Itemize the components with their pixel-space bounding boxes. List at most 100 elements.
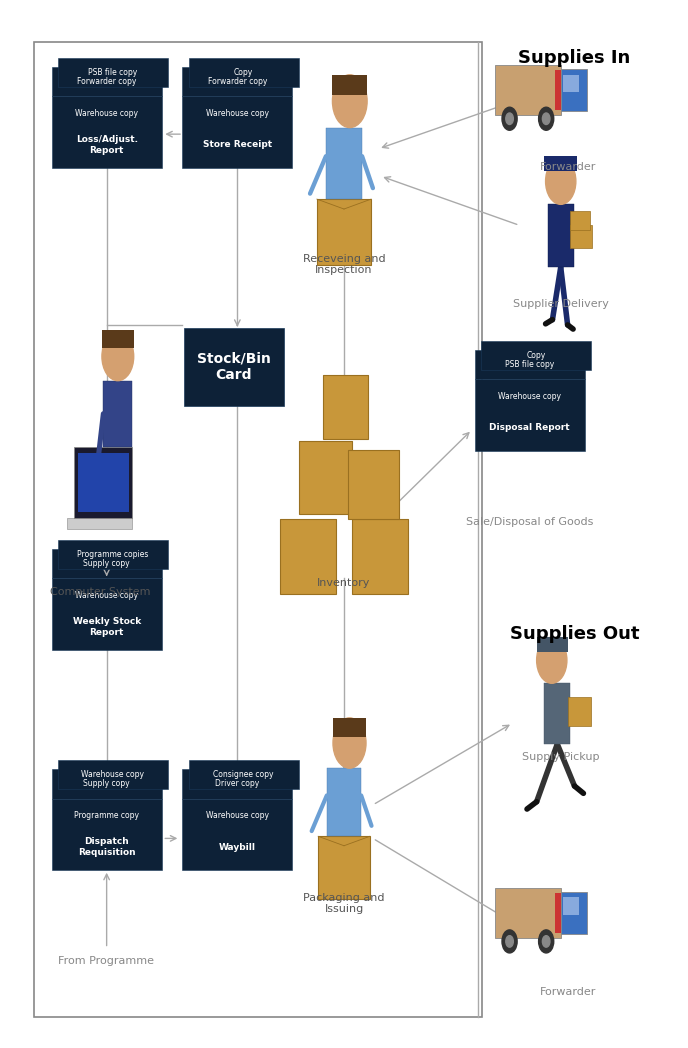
Text: Store Receipt: Store Receipt: [203, 140, 272, 150]
Circle shape: [333, 718, 366, 768]
FancyBboxPatch shape: [548, 204, 574, 267]
Text: Warehouse copy: Warehouse copy: [498, 392, 561, 401]
FancyBboxPatch shape: [332, 74, 367, 94]
Text: Programme copies: Programme copies: [77, 550, 149, 559]
FancyBboxPatch shape: [52, 578, 162, 650]
Text: Consignee copy: Consignee copy: [213, 770, 274, 779]
FancyBboxPatch shape: [102, 330, 133, 348]
FancyBboxPatch shape: [475, 350, 585, 379]
Text: Copy: Copy: [526, 351, 546, 359]
FancyBboxPatch shape: [299, 441, 352, 514]
FancyBboxPatch shape: [182, 67, 292, 96]
Text: Supply copy: Supply copy: [83, 560, 130, 568]
FancyBboxPatch shape: [52, 67, 162, 96]
FancyBboxPatch shape: [182, 96, 292, 168]
Text: Supply copy: Supply copy: [83, 780, 130, 788]
Text: Receveing and
Inspection: Receveing and Inspection: [303, 254, 385, 276]
FancyBboxPatch shape: [544, 156, 577, 171]
FancyBboxPatch shape: [481, 341, 591, 370]
Text: Copy: Copy: [234, 68, 253, 77]
FancyBboxPatch shape: [333, 718, 366, 737]
FancyBboxPatch shape: [323, 375, 368, 438]
FancyBboxPatch shape: [347, 451, 399, 520]
FancyBboxPatch shape: [52, 799, 162, 870]
Text: Packaging and
Issuing: Packaging and Issuing: [303, 893, 385, 915]
Text: Supplies Out: Supplies Out: [510, 625, 639, 643]
FancyBboxPatch shape: [78, 454, 129, 511]
Circle shape: [546, 158, 576, 204]
Circle shape: [542, 936, 550, 947]
Circle shape: [537, 637, 567, 683]
FancyBboxPatch shape: [279, 520, 336, 594]
Text: Weekly Stock
Report: Weekly Stock Report: [72, 617, 141, 636]
Text: Supplies In: Supplies In: [518, 48, 631, 67]
FancyBboxPatch shape: [563, 897, 579, 915]
FancyBboxPatch shape: [58, 760, 168, 789]
Text: Waybill: Waybill: [219, 843, 256, 852]
Text: Warehouse copy: Warehouse copy: [81, 770, 144, 779]
FancyBboxPatch shape: [327, 768, 361, 836]
FancyBboxPatch shape: [561, 69, 587, 111]
Text: Supplier Delivery: Supplier Delivery: [513, 299, 609, 309]
Circle shape: [539, 930, 554, 953]
Text: Forwarder: Forwarder: [539, 987, 596, 998]
FancyBboxPatch shape: [563, 74, 579, 92]
Circle shape: [539, 107, 554, 130]
FancyBboxPatch shape: [318, 836, 370, 899]
FancyBboxPatch shape: [58, 540, 168, 569]
Text: From Programme: From Programme: [58, 956, 155, 966]
Text: Inventory: Inventory: [317, 578, 371, 589]
Circle shape: [102, 332, 133, 380]
Text: Dispatch
Requisition: Dispatch Requisition: [78, 837, 136, 856]
FancyBboxPatch shape: [182, 769, 292, 799]
FancyBboxPatch shape: [182, 799, 292, 870]
Circle shape: [502, 107, 517, 130]
FancyBboxPatch shape: [326, 128, 362, 199]
FancyBboxPatch shape: [352, 520, 409, 594]
FancyBboxPatch shape: [555, 893, 561, 933]
Text: Disposal Report: Disposal Report: [489, 423, 570, 433]
Text: Warehouse copy: Warehouse copy: [206, 811, 269, 821]
FancyBboxPatch shape: [561, 892, 587, 934]
FancyBboxPatch shape: [570, 225, 592, 248]
Text: Stock/Bin
Card: Stock/Bin Card: [197, 352, 271, 381]
FancyBboxPatch shape: [317, 199, 371, 265]
Text: Warehouse copy: Warehouse copy: [206, 109, 269, 118]
Circle shape: [506, 936, 513, 947]
Text: Supply Pickup: Supply Pickup: [522, 752, 599, 763]
Circle shape: [542, 113, 550, 125]
FancyBboxPatch shape: [58, 58, 168, 87]
FancyBboxPatch shape: [495, 65, 561, 115]
Text: PSB file copy: PSB file copy: [88, 68, 138, 77]
FancyBboxPatch shape: [34, 42, 482, 1017]
Text: Forwarder copy: Forwarder copy: [208, 78, 267, 86]
Circle shape: [502, 930, 517, 953]
Circle shape: [332, 74, 367, 128]
FancyBboxPatch shape: [184, 327, 284, 406]
FancyBboxPatch shape: [52, 549, 162, 578]
Text: Sale/Disposal of Goods: Sale/Disposal of Goods: [466, 517, 594, 527]
FancyBboxPatch shape: [189, 760, 299, 789]
FancyBboxPatch shape: [74, 446, 132, 519]
Text: Warehouse copy: Warehouse copy: [75, 109, 138, 118]
FancyBboxPatch shape: [495, 888, 561, 938]
Text: Warehouse copy: Warehouse copy: [75, 591, 138, 601]
Text: PSB file copy: PSB file copy: [505, 361, 555, 369]
FancyBboxPatch shape: [67, 519, 132, 529]
FancyBboxPatch shape: [537, 637, 568, 652]
Text: Forwarder: Forwarder: [539, 162, 596, 173]
Text: Computer System: Computer System: [50, 587, 150, 597]
FancyBboxPatch shape: [189, 58, 299, 87]
Text: Forwarder copy: Forwarder copy: [77, 78, 136, 86]
Circle shape: [506, 113, 513, 125]
FancyBboxPatch shape: [475, 379, 585, 451]
FancyBboxPatch shape: [555, 70, 561, 110]
Text: Driver copy: Driver copy: [215, 780, 259, 788]
FancyBboxPatch shape: [570, 211, 590, 230]
FancyBboxPatch shape: [568, 697, 591, 726]
FancyBboxPatch shape: [103, 380, 132, 446]
FancyBboxPatch shape: [544, 683, 570, 744]
FancyBboxPatch shape: [52, 96, 162, 168]
FancyBboxPatch shape: [52, 769, 162, 799]
Text: Loss/Adjust.
Report: Loss/Adjust. Report: [76, 135, 138, 154]
